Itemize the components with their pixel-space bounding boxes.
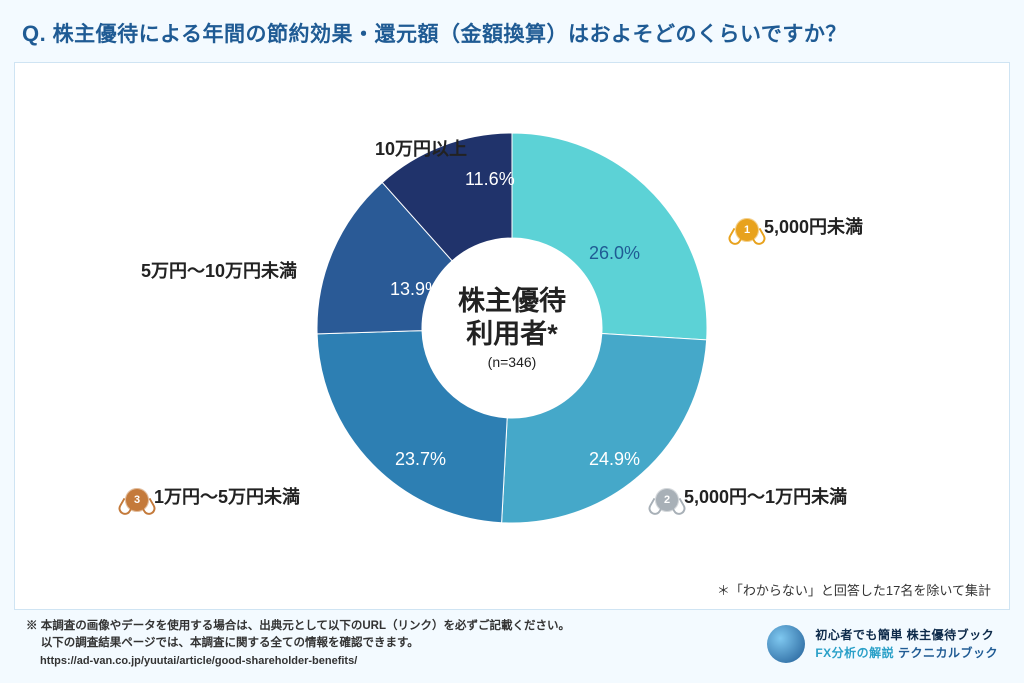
center-line3: (n=346) [488, 354, 537, 371]
category-text: 5,000円～1万円未満 [684, 487, 847, 507]
citation-line-1: ※ 本調査の画像やデータを使用する場合は、出典元として以下のURL（リンク）を必… [26, 618, 570, 635]
percent-label: 13.9% [390, 279, 441, 300]
category-label: 10万円以上 [375, 135, 467, 161]
question-text: 株主優待による年間の節約効果・還元額（金額換算）はおよそどのくらいですか？ [53, 23, 847, 46]
brand-logo-icon [767, 625, 805, 663]
footer-brand: 初心者でも簡単 株主優待ブック FX分析の解説 テクニカルブック [767, 625, 998, 663]
rank-medal: 3 [125, 488, 149, 512]
brand-line-2: FX分析の解説 テクニカルブック [815, 644, 998, 662]
chart-panel: 株主優待 利用者* (n=346) 1 5,000円未満 26.0% 2 5,000… [14, 62, 1010, 610]
percent-label: 24.9% [589, 449, 640, 470]
category-label: 5万円～10万円未満 [141, 257, 297, 283]
medal-badge-icon: 3 [125, 488, 149, 512]
medal-badge-icon: 1 [735, 218, 759, 242]
center-line1: 株主優待 [458, 285, 566, 317]
citation-url: https://ad-van.co.jp/yuutai/article/good… [26, 653, 570, 670]
category-label: 1 5,000円未満 [735, 213, 863, 242]
page-root: Q. 株主優待による年間の節約効果・還元額（金額換算）はおよそどのくらいですか？… [0, 0, 1024, 683]
rank-medal: 2 [655, 488, 679, 512]
category-text: 10万円以上 [375, 139, 467, 159]
category-label: 3 1万円～5万円未満 [125, 483, 300, 512]
medal-badge-icon: 2 [655, 488, 679, 512]
category-text: 5万円～10万円未満 [141, 261, 297, 281]
question-prefix: Q. [22, 21, 46, 46]
percent-label: 11.6% [465, 169, 515, 190]
category-label: 2 5,000円～1万円未満 [655, 483, 847, 512]
percent-label: 23.7% [395, 449, 446, 470]
category-text: 5,000円未満 [764, 217, 863, 237]
chart-footnote: ＊「わからない」と回答した17名を除いて集計 [717, 580, 991, 599]
footer-citation: ※ 本調査の画像やデータを使用する場合は、出典元として以下のURL（リンク）を必… [26, 618, 570, 669]
citation-line-2: 以下の調査結果ページでは、本調査に関する全ての情報を確認できます。 [26, 635, 570, 652]
percent-label: 26.0% [589, 243, 640, 264]
question-title: Q. 株主優待による年間の節約効果・還元額（金額換算）はおよそどのくらいですか？ [14, 12, 1010, 62]
donut-center: 株主優待 利用者* (n=346) [422, 238, 602, 418]
category-text: 1万円～5万円未満 [154, 487, 300, 507]
footer: ※ 本調査の画像やデータを使用する場合は、出典元として以下のURL（リンク）を必… [14, 610, 1010, 671]
brand-logo-text: 初心者でも簡単 株主優待ブック FX分析の解説 テクニカルブック [815, 626, 998, 662]
brand-line-1: 初心者でも簡単 株主優待ブック [815, 626, 998, 644]
rank-medal: 1 [735, 218, 759, 242]
center-line2: 利用者* [466, 318, 558, 350]
